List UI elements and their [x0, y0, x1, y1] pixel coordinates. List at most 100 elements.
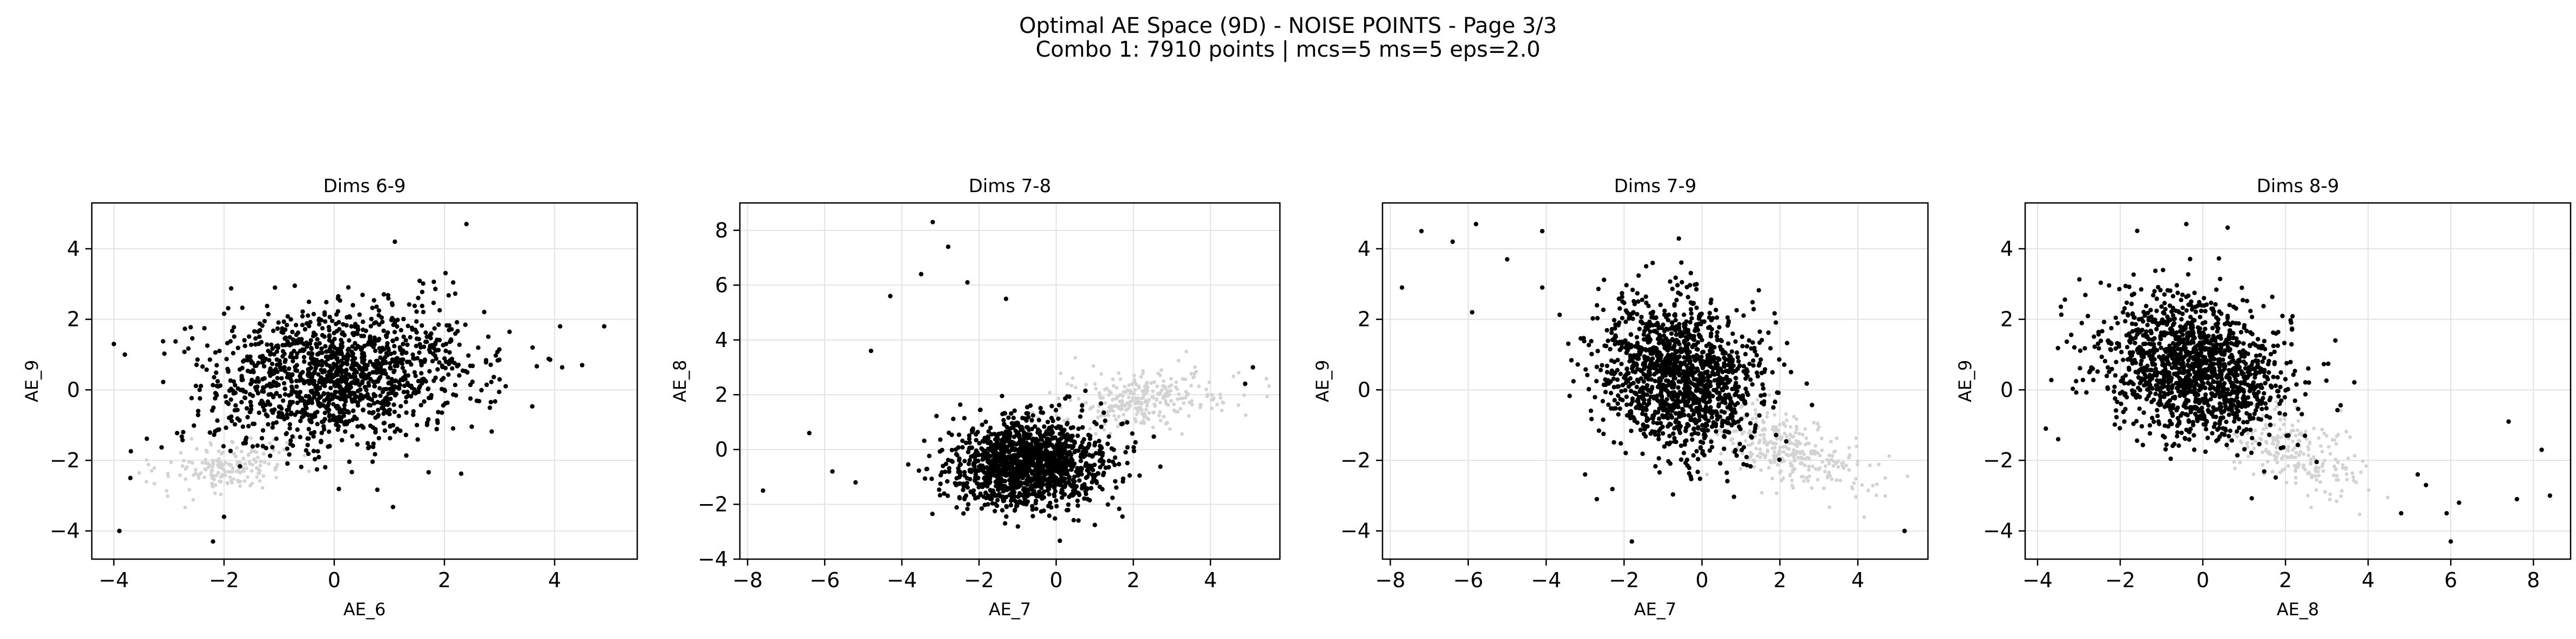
clustered-point: [1791, 434, 1796, 439]
noise-point: [211, 383, 215, 388]
noise-point: [984, 456, 989, 460]
noise-point: [214, 370, 219, 375]
clustered-point: [1104, 386, 1109, 391]
noise-point: [129, 449, 133, 454]
noise-point: [1047, 462, 1053, 467]
noise-point: [374, 370, 379, 375]
clustered-point: [1783, 431, 1787, 436]
axes-frame: [739, 202, 1281, 560]
y-axis-label: AE_8: [670, 360, 690, 402]
noise-point: [314, 467, 320, 472]
clustered-point: [1133, 388, 1137, 392]
noise-point: [1653, 464, 1658, 469]
noise-point: [1648, 431, 1653, 436]
noise-point: [289, 379, 294, 384]
noise-point: [232, 334, 237, 339]
noise-point: [1773, 320, 1778, 325]
noise-point: [1630, 288, 1635, 293]
noise-point: [212, 375, 217, 380]
clustered-point: [1840, 461, 1844, 465]
clustered-point: [1207, 380, 1211, 384]
noise-point: [374, 304, 379, 309]
noise-point: [967, 477, 973, 481]
noise-point: [213, 429, 218, 434]
noise-point: [295, 400, 300, 405]
noise-point: [322, 417, 327, 422]
noise-point: [395, 317, 400, 322]
noise-point: [1700, 423, 1705, 427]
noise-point: [1057, 431, 1062, 437]
clustered-point: [190, 461, 194, 465]
noise-point: [1773, 433, 1778, 438]
noise-point: [378, 400, 383, 405]
noise-point: [285, 323, 289, 328]
noise-point: [1081, 454, 1086, 459]
noise-point: [1642, 397, 1647, 402]
noise-point: [327, 346, 333, 351]
noise-point: [482, 310, 487, 315]
noise-point: [345, 356, 350, 361]
clustered-point: [145, 458, 149, 462]
noise-point: [430, 359, 435, 364]
clustered-point: [1069, 398, 1073, 402]
noise-point: [1022, 459, 1027, 464]
clustered-point: [1127, 396, 1131, 399]
noise-point: [1673, 312, 1677, 317]
noise-point: [1045, 431, 1050, 437]
noise-point: [1030, 507, 1035, 512]
noise-point: [1705, 378, 1711, 383]
noise-point: [446, 293, 451, 298]
noise-point: [190, 336, 195, 341]
noise-point: [389, 380, 394, 385]
noise-point: [1719, 424, 1724, 429]
noise-point: [1071, 488, 1076, 493]
clustered-point: [1754, 446, 1758, 451]
noise-point: [1137, 473, 1142, 478]
noise-point: [198, 384, 204, 389]
clustered-point: [1751, 402, 1755, 406]
clustered-point: [1779, 479, 1784, 482]
clustered-point: [1206, 392, 1210, 397]
clustered-point: [1759, 491, 1764, 495]
noise-point: [368, 423, 373, 429]
noise-point: [325, 373, 330, 378]
noise-point: [1642, 386, 1647, 391]
noise-point: [217, 349, 222, 354]
noise-point: [375, 407, 381, 412]
noise-point: [960, 438, 965, 443]
noise-point: [401, 317, 406, 322]
clustered-point: [1130, 391, 1134, 395]
clustered-point: [1132, 378, 1137, 382]
clustered-point: [1763, 439, 1767, 443]
clustered-point: [1210, 393, 1214, 397]
clustered-point: [254, 466, 259, 470]
noise-point: [195, 357, 200, 362]
clustered-point: [234, 454, 238, 459]
clustered-point: [184, 477, 187, 481]
noise-point: [1697, 412, 1702, 417]
clustered-point: [1844, 464, 1849, 467]
clustered-point: [249, 469, 254, 473]
noise-point: [984, 465, 989, 470]
noise-point: [367, 341, 372, 345]
x-tick-label: 2: [438, 568, 451, 592]
noise-point: [1619, 441, 1623, 446]
noise-point: [1785, 341, 1790, 345]
clustered-point: [1184, 349, 1189, 354]
noise-point: [1656, 429, 1662, 433]
noise-point: [979, 446, 984, 451]
noise-point: [1004, 504, 1009, 509]
noise-point: [388, 366, 393, 371]
noise-point: [1013, 441, 1017, 447]
clustered-point: [194, 447, 199, 451]
noise-point: [1669, 396, 1674, 400]
noise-point: [1007, 435, 1012, 440]
noise-point: [487, 405, 493, 410]
noise-point: [1017, 471, 1022, 477]
noise-point: [413, 373, 418, 378]
noise-point: [386, 348, 391, 352]
clustered-point: [250, 481, 254, 486]
clustered-series: [137, 436, 311, 509]
clustered-point: [1774, 425, 1778, 429]
y-tick-label: 2: [715, 383, 728, 406]
